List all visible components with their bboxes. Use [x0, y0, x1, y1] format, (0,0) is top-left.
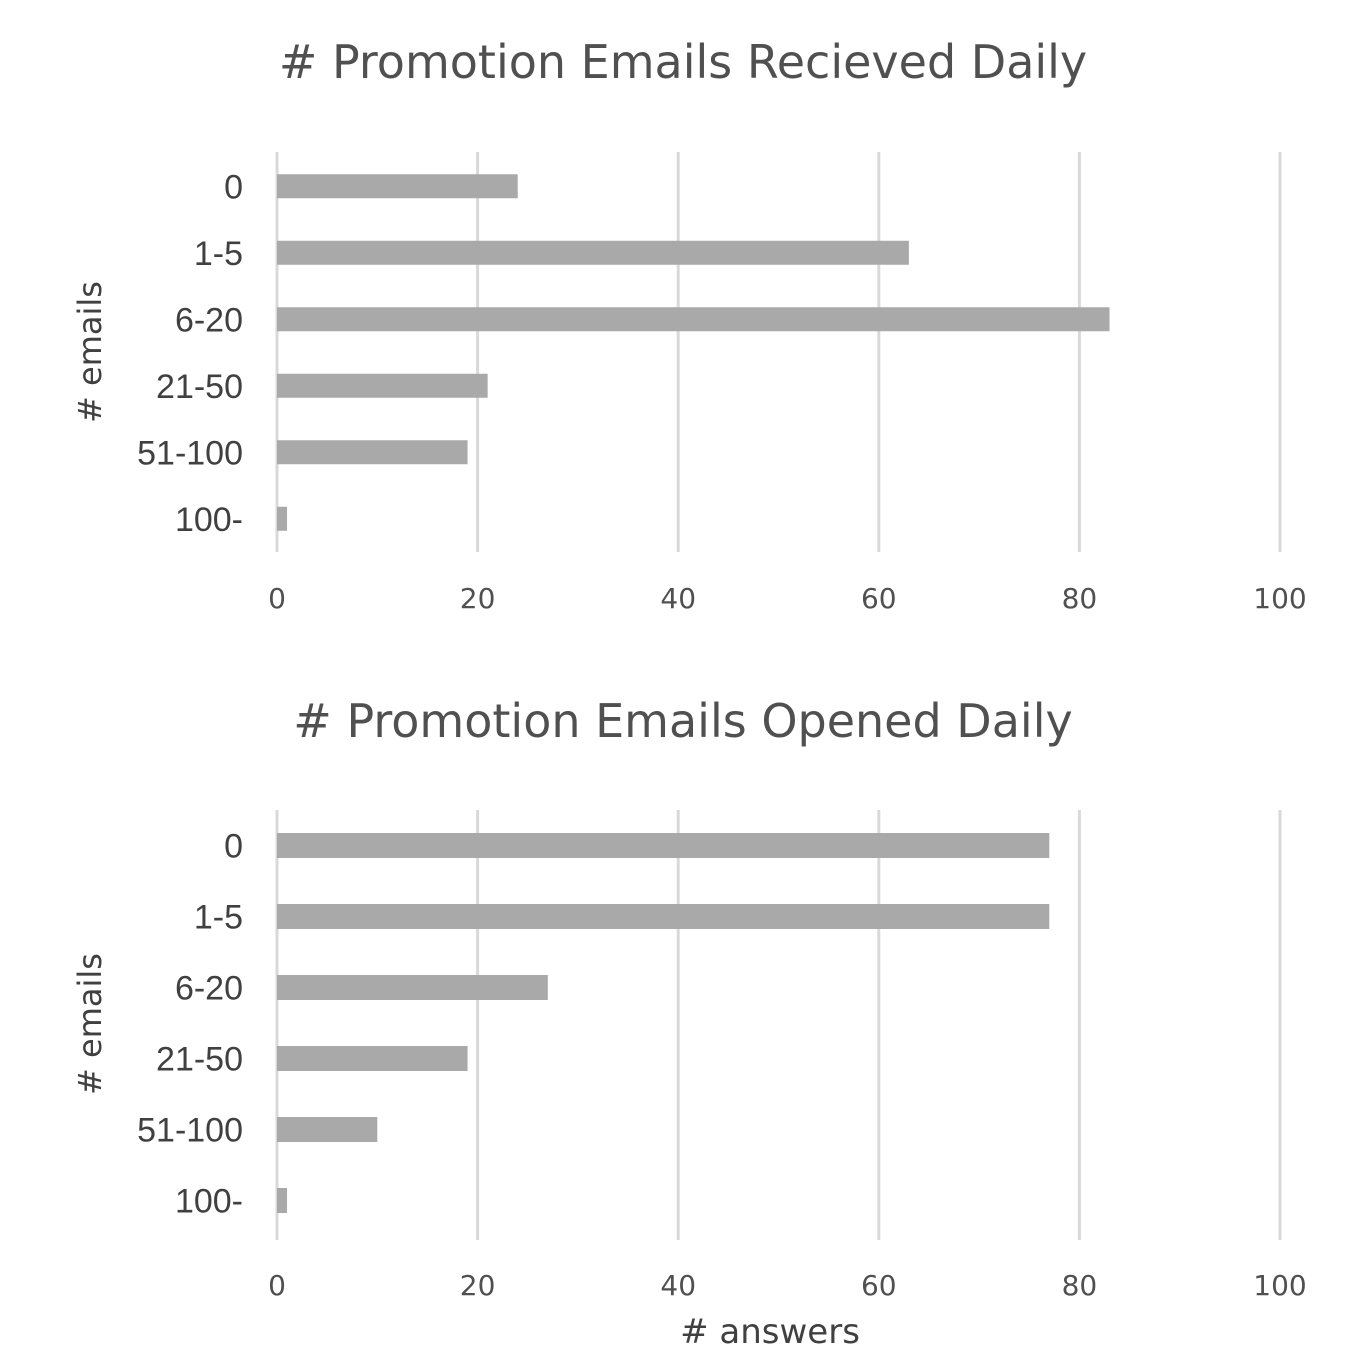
- category-label: 100-: [175, 501, 243, 539]
- bar: [277, 373, 488, 398]
- category-label: 6-20: [175, 301, 243, 339]
- bar: [277, 240, 909, 265]
- category-label: 0: [224, 828, 243, 866]
- category-label: 21-50: [156, 368, 243, 406]
- category-label: 21-50: [156, 1041, 243, 1079]
- category-label: 51-100: [137, 1112, 243, 1150]
- category-label: 1-5: [194, 899, 243, 937]
- bar: [277, 307, 1110, 332]
- x-tick-label: 60: [861, 1269, 897, 1302]
- bar: [277, 506, 288, 531]
- bar: [277, 1117, 378, 1142]
- bar: [277, 440, 468, 465]
- chart-title: # Promotion Emails Recieved Daily: [279, 35, 1087, 89]
- y-axis-label: # emails: [71, 953, 109, 1095]
- x-tick-label: 40: [660, 1269, 696, 1302]
- x-tick-label: 60: [861, 582, 897, 615]
- bar: [277, 975, 548, 1000]
- category-label: 1-5: [194, 235, 243, 273]
- category-label: 51-100: [137, 434, 243, 472]
- x-tick-label: 100: [1253, 1269, 1306, 1302]
- category-label: 0: [224, 168, 243, 206]
- x-tick-label: 100: [1253, 582, 1306, 615]
- category-label: 6-20: [175, 970, 243, 1008]
- bar: [277, 1188, 288, 1213]
- y-axis-label: # emails: [71, 281, 109, 423]
- x-tick-label: 40: [660, 582, 696, 615]
- x-tick-label: 0: [268, 1269, 286, 1302]
- chart-title: # Promotion Emails Opened Daily: [293, 694, 1072, 748]
- bar: [277, 174, 518, 199]
- chart-received: # Promotion Emails Recieved Daily 0 20 40 60…: [71, 35, 1307, 615]
- x-tick-label: 80: [1062, 582, 1098, 615]
- x-tick-label: 20: [460, 582, 496, 615]
- x-tick-label: 80: [1062, 1269, 1098, 1302]
- x-tick-label: 20: [460, 1269, 496, 1302]
- x-tick-label: 0: [268, 582, 286, 615]
- bar: [277, 904, 1050, 929]
- chart-opened: # Promotion Emails Opened Daily 0 20 40 60 80…: [71, 694, 1307, 1352]
- category-label: 100-: [175, 1183, 243, 1221]
- x-axis-label: # answers: [680, 1312, 860, 1352]
- bar: [277, 833, 1050, 858]
- bar: [277, 1046, 468, 1071]
